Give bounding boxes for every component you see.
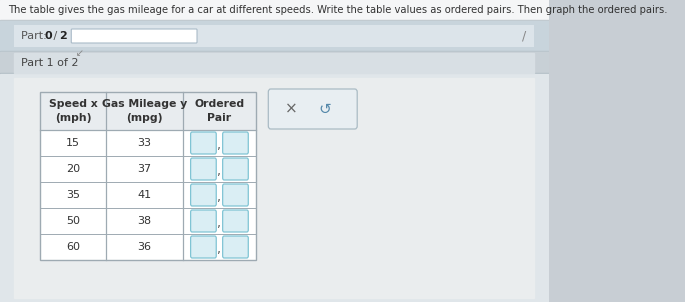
Bar — [40, 92, 256, 260]
FancyBboxPatch shape — [223, 236, 248, 258]
Text: ,: , — [217, 243, 221, 255]
Text: /: / — [49, 31, 60, 41]
FancyBboxPatch shape — [190, 158, 216, 180]
Bar — [40, 156, 256, 182]
Text: Pair: Pair — [208, 113, 232, 123]
Bar — [14, 78, 534, 298]
Bar — [0, 52, 549, 74]
Text: ↺: ↺ — [319, 101, 332, 117]
Bar — [0, 51, 549, 52]
FancyBboxPatch shape — [190, 132, 216, 154]
Text: ↗: ↗ — [73, 46, 82, 56]
Text: Speed x: Speed x — [49, 99, 97, 109]
Bar — [14, 25, 534, 47]
Bar — [40, 208, 256, 234]
Text: 0: 0 — [44, 31, 51, 41]
Text: 33: 33 — [137, 138, 151, 148]
Text: ,: , — [217, 165, 221, 178]
FancyBboxPatch shape — [223, 184, 248, 206]
FancyBboxPatch shape — [190, 236, 216, 258]
FancyBboxPatch shape — [269, 89, 357, 129]
Text: ,: , — [217, 217, 221, 230]
Text: 20: 20 — [66, 164, 80, 174]
FancyBboxPatch shape — [223, 210, 248, 232]
Text: 41: 41 — [137, 190, 151, 200]
Text: 15: 15 — [66, 138, 80, 148]
Bar — [0, 21, 549, 51]
Text: 37: 37 — [137, 164, 151, 174]
Bar — [40, 130, 256, 156]
Text: 35: 35 — [66, 190, 80, 200]
Text: Gas Mileage y: Gas Mileage y — [101, 99, 187, 109]
Bar — [40, 182, 256, 208]
Bar — [40, 92, 256, 260]
Text: (mph): (mph) — [55, 113, 91, 123]
Text: (mpg): (mpg) — [126, 113, 162, 123]
Bar — [14, 53, 534, 73]
Bar — [0, 73, 549, 74]
Text: 36: 36 — [137, 242, 151, 252]
Text: 38: 38 — [137, 216, 151, 226]
Text: 60: 60 — [66, 242, 80, 252]
Text: ×: × — [285, 101, 298, 117]
FancyBboxPatch shape — [190, 184, 216, 206]
Bar — [0, 20, 549, 21]
Text: Part:: Part: — [21, 31, 50, 41]
Text: /: / — [523, 30, 527, 43]
Bar — [40, 92, 256, 130]
Text: 50: 50 — [66, 216, 80, 226]
Text: 2: 2 — [60, 31, 67, 41]
Bar — [40, 234, 256, 260]
Text: The table gives the gas mileage for a car at different speeds. Write the table v: The table gives the gas mileage for a ca… — [8, 5, 667, 15]
Text: Part 1 of 2: Part 1 of 2 — [21, 58, 78, 68]
Text: Ordered: Ordered — [195, 99, 245, 109]
Bar — [0, 74, 549, 302]
FancyBboxPatch shape — [71, 29, 197, 43]
Bar — [0, 0, 549, 20]
FancyBboxPatch shape — [223, 132, 248, 154]
Text: ,: , — [217, 139, 221, 152]
Text: ,: , — [217, 191, 221, 204]
FancyBboxPatch shape — [190, 210, 216, 232]
FancyBboxPatch shape — [223, 158, 248, 180]
